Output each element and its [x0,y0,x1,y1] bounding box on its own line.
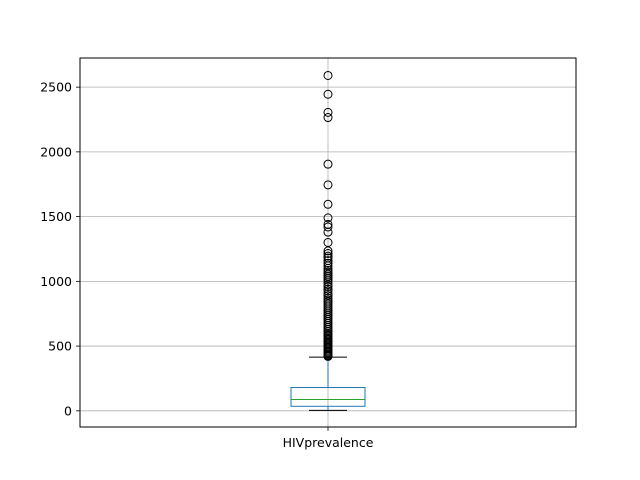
outlier-point [323,180,333,190]
outlier-point [323,70,333,80]
outlier-point [323,222,333,232]
outlier-point [323,249,333,259]
outlier-point [323,213,333,223]
outlier-point [323,286,333,296]
outlier-point [323,89,333,99]
outlier-point [323,199,333,209]
y-tick-label: 1500 [40,209,72,224]
outlier-point [323,107,333,117]
y-tick-label: 2500 [40,80,72,95]
outlier-point [323,282,333,292]
y-tick-label: 500 [48,339,72,354]
outlier-point [323,159,333,169]
outlier-point [323,227,333,237]
y-tick-label: 0 [64,403,72,418]
y-tick-label: 2000 [40,144,72,159]
outlier-point [323,246,333,256]
outlier-points [323,70,333,361]
iqr-box [290,387,366,407]
axes: 0 500 1000 1500 2000 2500 HIVprevalence [40,80,374,450]
grid-lines [80,58,576,427]
outlier-point [323,258,333,268]
outlier-point [323,351,333,361]
y-tick-label: 1000 [40,274,72,289]
outlier-point [323,277,333,287]
x-tick-label: HIVprevalence [283,435,374,450]
box-elements [290,356,366,411]
outlier-point [323,113,333,123]
